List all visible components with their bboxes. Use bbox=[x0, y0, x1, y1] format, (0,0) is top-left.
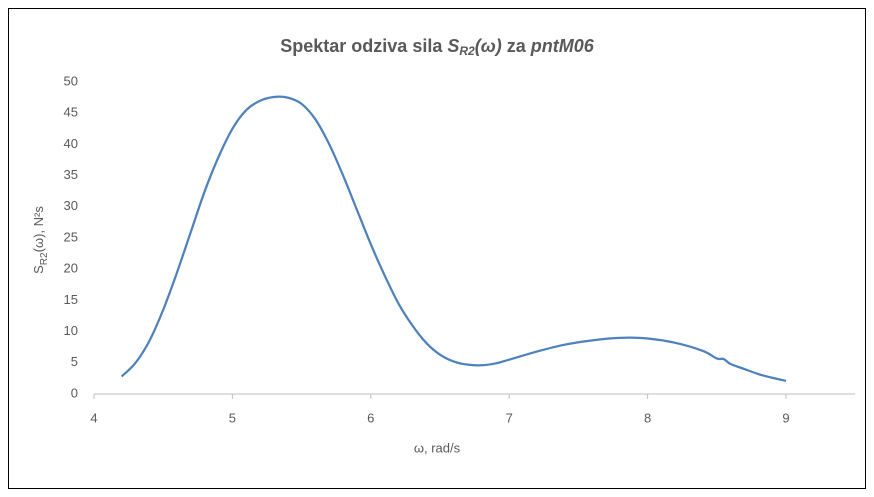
title-part: pntM06 bbox=[530, 36, 595, 56]
y-tick-label: 50 bbox=[64, 73, 78, 88]
x-tick-label: 6 bbox=[367, 410, 374, 425]
title-part: S bbox=[447, 36, 459, 56]
y-axis-title: SR2(ω), N²s bbox=[31, 206, 49, 274]
title-subscript: R2 bbox=[459, 44, 475, 58]
y-tick-label: 0 bbox=[71, 385, 78, 400]
y-tick-label: 20 bbox=[64, 261, 78, 276]
y-tick-label: 25 bbox=[64, 229, 78, 244]
chart-frame bbox=[8, 8, 866, 489]
y-tick-label: 40 bbox=[64, 136, 78, 151]
y-title-part: S bbox=[31, 265, 46, 274]
x-tick-label: 8 bbox=[644, 410, 651, 425]
y-tick-label: 5 bbox=[71, 354, 78, 369]
x-tick-label: 5 bbox=[229, 410, 236, 425]
data-line bbox=[120, 95, 787, 382]
x-tick-label: 9 bbox=[782, 410, 789, 425]
title-part: (ω) bbox=[475, 36, 502, 56]
y-tick-label: 30 bbox=[64, 198, 78, 213]
y-tick-label: 35 bbox=[64, 167, 78, 182]
y-tick-label: 10 bbox=[64, 323, 78, 338]
x-tick-label: 7 bbox=[506, 410, 513, 425]
title-part: Spektar odziva sila bbox=[280, 36, 447, 56]
x-tick-label: 4 bbox=[90, 410, 97, 425]
x-axis-title: ω, rad/s bbox=[414, 440, 461, 455]
y-title-part: (ω), N²s bbox=[31, 206, 46, 253]
chart-title: Spektar odziva sila SR2(ω) za pntM06 bbox=[280, 36, 594, 58]
y-title-subscript: R2 bbox=[39, 252, 50, 265]
y-tick-label: 15 bbox=[64, 292, 78, 307]
y-tick-label: 45 bbox=[64, 105, 78, 120]
title-part: za bbox=[502, 36, 531, 56]
